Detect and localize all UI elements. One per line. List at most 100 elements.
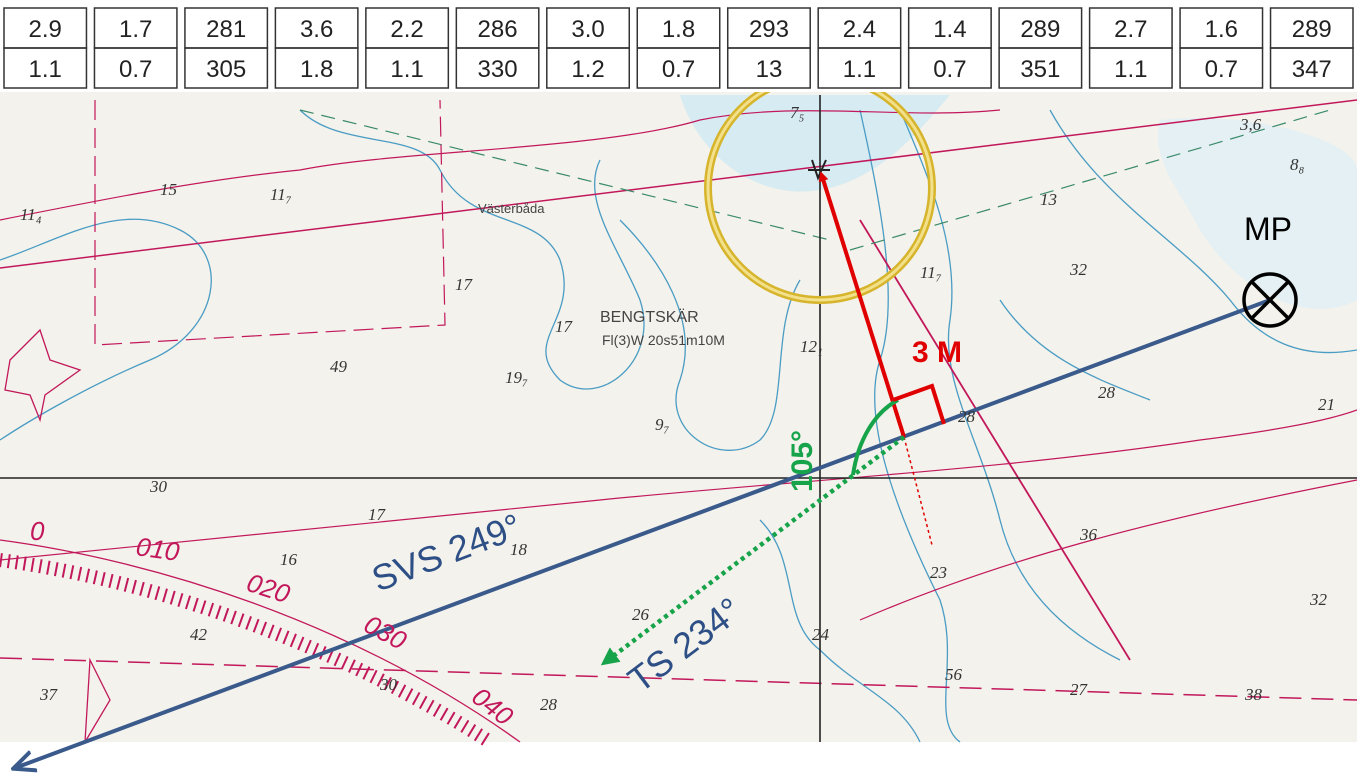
depth-label: 36	[1079, 525, 1098, 544]
cell-text: 1.8	[662, 16, 695, 43]
cell-text: 305	[206, 56, 246, 83]
depth-label: 17	[368, 505, 387, 524]
mp-cross	[1250, 280, 1290, 320]
depth-label: 11₇	[920, 263, 942, 282]
cell-text: 3.0	[571, 16, 604, 43]
water-area	[680, 95, 950, 192]
cell-text: 1.1	[843, 56, 876, 83]
cell-text: 3.6	[300, 16, 333, 43]
depth-label: 3,6	[1239, 115, 1262, 134]
depth-label: 38	[1244, 685, 1263, 704]
rose-label: 0	[30, 516, 45, 546]
cell-text: 351	[1020, 56, 1060, 83]
course-line-ts	[600, 435, 906, 666]
depth-label: 8₈	[1290, 155, 1305, 174]
cell-text: 0.7	[119, 56, 152, 83]
depth-label: 23	[930, 563, 947, 582]
cell-text: 0.7	[662, 56, 695, 83]
limit-lines	[0, 99, 1357, 701]
depth-label: 30	[149, 477, 168, 496]
depth-label: 9₇	[655, 415, 670, 434]
table-cell	[184, 47, 269, 89]
distance-label: 3 M	[912, 336, 962, 369]
depth-label: 17	[455, 275, 474, 294]
cell-text: 1.4	[933, 16, 966, 43]
depth-label: 18	[510, 540, 528, 559]
depth-label: 12₁	[800, 337, 823, 356]
cell-text: 286	[478, 16, 518, 43]
depth-label: 27	[1070, 680, 1089, 699]
depth-label: 19₇	[505, 368, 528, 387]
table-cell	[93, 47, 178, 89]
margin	[0, 742, 1357, 776]
depth-label: 56	[945, 665, 963, 684]
cell-text: 1.8	[300, 56, 333, 83]
depth-label: 28	[958, 407, 976, 426]
cell-text: 1.1	[390, 56, 423, 83]
table-cell	[1179, 47, 1264, 89]
cell-text: 13	[756, 56, 783, 83]
place-name: BENGTSKÄR	[600, 308, 699, 326]
table-cell	[998, 47, 1083, 89]
cell-text: 2.4	[843, 16, 876, 43]
depth-label: 37	[39, 685, 59, 704]
depth-label: 11₄	[20, 205, 42, 224]
cell-text: 0.7	[1205, 56, 1238, 83]
depth-label: 11₇	[270, 185, 292, 204]
depth-label: 42	[190, 625, 208, 644]
cell-text: 347	[1292, 56, 1332, 83]
depth-label: 21	[1318, 395, 1335, 414]
depth-label: 7₅	[790, 103, 805, 122]
table-bg	[0, 0, 1357, 92]
cell-text: 1.2	[571, 56, 604, 83]
cell-text: 281	[206, 16, 246, 43]
course-line-svs	[15, 298, 1271, 768]
table-cell	[907, 47, 992, 89]
depth-label: 24	[812, 625, 830, 644]
depth-labels: 15 11₇ 11₄ 17 49 19₇ 17 9₇ 12₁ 11₇ 13 32 28 28 21 36 23 3…	[20, 103, 1335, 714]
water-area	[1158, 118, 1357, 310]
bearing-extension	[903, 436, 933, 546]
table-cell	[274, 47, 359, 89]
cell-text: 1.1	[29, 56, 62, 83]
mp-label: MP	[1244, 211, 1292, 247]
cell-text: 330	[478, 56, 518, 83]
cell-text: 1.7	[119, 16, 152, 43]
table-cell	[1269, 47, 1354, 89]
cell-text: 2.2	[390, 16, 423, 43]
table-cell	[1088, 47, 1173, 89]
cell-text: 289	[1292, 16, 1332, 43]
bearing-line	[818, 171, 906, 438]
lighthouse-symbol	[808, 159, 830, 181]
depth-label: 28	[1098, 383, 1116, 402]
cell-text: 2.7	[1114, 16, 1147, 43]
table-cell	[817, 47, 902, 89]
depth-label: 13	[1040, 190, 1057, 209]
table-cell	[546, 47, 631, 89]
angle-arc	[851, 398, 899, 476]
depth-label: 32	[1069, 260, 1088, 279]
cell-text: 289	[1020, 16, 1060, 43]
depth-label: 28	[540, 695, 558, 714]
depth-label: 32	[1309, 590, 1328, 609]
depth-label: 26	[632, 605, 650, 624]
depth-label: 17	[555, 317, 574, 336]
table-cell	[636, 47, 721, 89]
depth-label: 30	[379, 675, 398, 694]
right-angle-mark	[892, 383, 946, 425]
rose-label: 010	[134, 531, 182, 567]
depth-label: 49	[330, 357, 348, 376]
map-background	[0, 92, 1357, 742]
compass-rose	[0, 328, 521, 748]
cell-text: 1.1	[1114, 56, 1147, 83]
table-cell	[3, 47, 88, 89]
cell-text: 1.6	[1205, 16, 1238, 43]
light-characteristics: Fl(3)W 20s51m10M	[602, 332, 725, 348]
table: 2.9 1.7 281 3.6 2.2 286 3.0 1.8 293 2.4 1.4 289 2.7 1…	[0, 0, 1357, 92]
cell-text: 293	[749, 16, 789, 43]
village-name: Västerbåda	[478, 201, 545, 216]
table-cell	[726, 47, 811, 89]
depth-label: 15	[160, 180, 177, 199]
